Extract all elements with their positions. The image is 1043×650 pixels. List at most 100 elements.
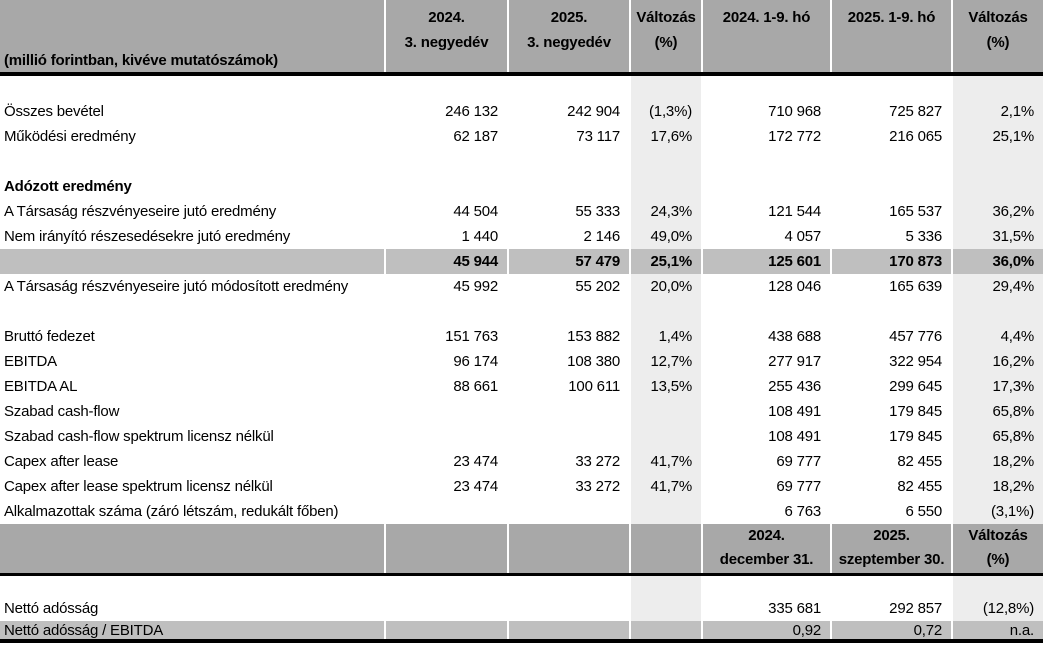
value-cell: 1 440 — [384, 224, 508, 249]
row-label: Capex after lease spektrum licensz nélkü… — [4, 478, 273, 495]
mid-header-line: Változás — [968, 527, 1028, 545]
value-cell: 65,8% — [951, 399, 1043, 424]
value-cell — [629, 74, 702, 99]
table-row: Nettó adósság 335 681 292 857 (12,8%) — [0, 596, 1043, 621]
value-cell — [384, 596, 508, 621]
value-cell: 457 776 — [830, 324, 952, 349]
value-cell: 69 777 — [701, 449, 831, 474]
value-cell: 1,4% — [629, 324, 702, 349]
value-cell: 292 857 — [830, 596, 952, 621]
value-cell: 31,5% — [951, 224, 1043, 249]
value-cell: 25,1% — [951, 124, 1043, 149]
value-cell — [830, 574, 952, 596]
value-cell: 299 645 — [830, 374, 952, 399]
value-cell: 55 202 — [507, 274, 630, 299]
header-line: Változás — [968, 9, 1028, 26]
value-cell: 55 333 — [507, 199, 630, 224]
table-row: Adózott eredmény — [0, 174, 1043, 199]
mid-header-cell: 2025. szeptember 30. — [830, 524, 952, 576]
value-cell: 165 639 — [830, 274, 952, 299]
value-cell: 62 187 — [384, 124, 508, 149]
table-row: A Társaság részvényeseire jutó eredmény 4… — [0, 199, 1043, 224]
table-row: Capex after lease spektrum licensz nélkü… — [0, 474, 1043, 499]
value-cell: 20,0% — [629, 274, 702, 299]
row-label — [0, 74, 385, 99]
value-cell — [629, 174, 702, 199]
value-cell: 5 336 — [830, 224, 952, 249]
value-cell: 16,2% — [951, 349, 1043, 374]
header-line: 2024. 1-9. hó — [722, 9, 811, 26]
row-label: Adózott eredmény — [4, 178, 132, 195]
table-row — [0, 74, 1043, 99]
value-cell — [507, 74, 630, 99]
value-cell — [830, 299, 952, 324]
header-line: Változás — [636, 9, 696, 26]
value-cell: (12,8%) — [951, 596, 1043, 621]
value-cell — [629, 621, 702, 643]
value-cell: 41,7% — [629, 449, 702, 474]
header-cell-2025-ytd: 2025. 1-9. hó — [830, 0, 952, 76]
mid-header-label-cell — [0, 524, 385, 576]
row-label — [0, 299, 385, 324]
header-line: 2025. 1-9. hó — [847, 9, 936, 26]
value-cell: 33 272 — [507, 449, 630, 474]
value-cell: 23 474 — [384, 474, 508, 499]
value-cell — [701, 574, 831, 596]
mid-header-cell: Változás (%) — [951, 524, 1043, 576]
table-row: Alkalmazottak száma (záró létszám, reduk… — [0, 499, 1043, 524]
header-line: 3. negyedév — [404, 34, 489, 51]
row-label: Összes bevétel — [4, 103, 104, 120]
row-label: Szabad cash-flow — [4, 403, 120, 420]
table-row: Szabad cash-flow spektrum licensz nélkül… — [0, 424, 1043, 449]
value-cell: 151 763 — [384, 324, 508, 349]
value-cell: 179 845 — [830, 424, 952, 449]
table-row: 45 944 57 479 25,1% 125 601 170 873 36,0% — [0, 249, 1043, 274]
value-cell — [629, 149, 702, 174]
value-cell: 0,92 — [701, 621, 831, 643]
value-cell — [701, 74, 831, 99]
value-cell: 438 688 — [701, 324, 831, 349]
row-label: A Társaság részvényeseire jutó módosítot… — [4, 278, 349, 295]
value-cell — [507, 149, 630, 174]
mid-header-cell — [384, 524, 508, 576]
value-cell: 216 065 — [830, 124, 952, 149]
table-row — [0, 299, 1043, 324]
value-cell — [507, 621, 630, 643]
value-cell: 82 455 — [830, 474, 952, 499]
value-cell — [951, 299, 1043, 324]
value-cell: 36,2% — [951, 199, 1043, 224]
table-row: Működési eredmény 62 187 73 117 17,6% 172 77… — [0, 124, 1043, 149]
value-cell — [701, 299, 831, 324]
value-cell: 255 436 — [701, 374, 831, 399]
value-cell — [507, 174, 630, 199]
table-row: 2024. december 31. 2025. szeptember 30. Vált… — [0, 524, 1043, 576]
value-cell — [830, 149, 952, 174]
table-row: Capex after lease 23 474 33 272 41,7% 69 777… — [0, 449, 1043, 474]
header-cell-2024-ytd: 2024. 1-9. hó — [701, 0, 831, 76]
table-row: Nettó adósság / EBITDA 0,92 0,72 n.a. — [0, 621, 1043, 643]
value-cell: n.a. — [951, 621, 1043, 643]
header-line: (%) — [654, 34, 678, 51]
header-line: 3. negyedév — [527, 34, 611, 51]
value-cell: 0,72 — [830, 621, 952, 643]
mid-header-line: szeptember 30. — [838, 551, 945, 569]
value-cell — [384, 74, 508, 99]
value-cell: 128 046 — [701, 274, 831, 299]
value-cell: 29,4% — [951, 274, 1043, 299]
header-cell-change-quarter: Változás (%) — [629, 0, 702, 76]
value-cell: (1,3%) — [629, 99, 702, 124]
value-cell: 172 772 — [701, 124, 831, 149]
value-cell — [951, 149, 1043, 174]
row-label: A Társaság részvényeseire jutó eredmény — [4, 203, 277, 220]
value-cell: 73 117 — [507, 124, 630, 149]
row-label: Szabad cash-flow spektrum licensz nélkül — [4, 428, 274, 445]
value-cell: 88 661 — [384, 374, 508, 399]
value-cell — [384, 174, 508, 199]
value-cell: 153 882 — [507, 324, 630, 349]
table-row: EBITDA AL 88 661 100 611 13,5% 255 436 299 64… — [0, 374, 1043, 399]
value-cell: 13,5% — [629, 374, 702, 399]
value-cell — [701, 149, 831, 174]
value-cell: 710 968 — [701, 99, 831, 124]
row-label: Bruttó fedezet — [4, 328, 95, 345]
